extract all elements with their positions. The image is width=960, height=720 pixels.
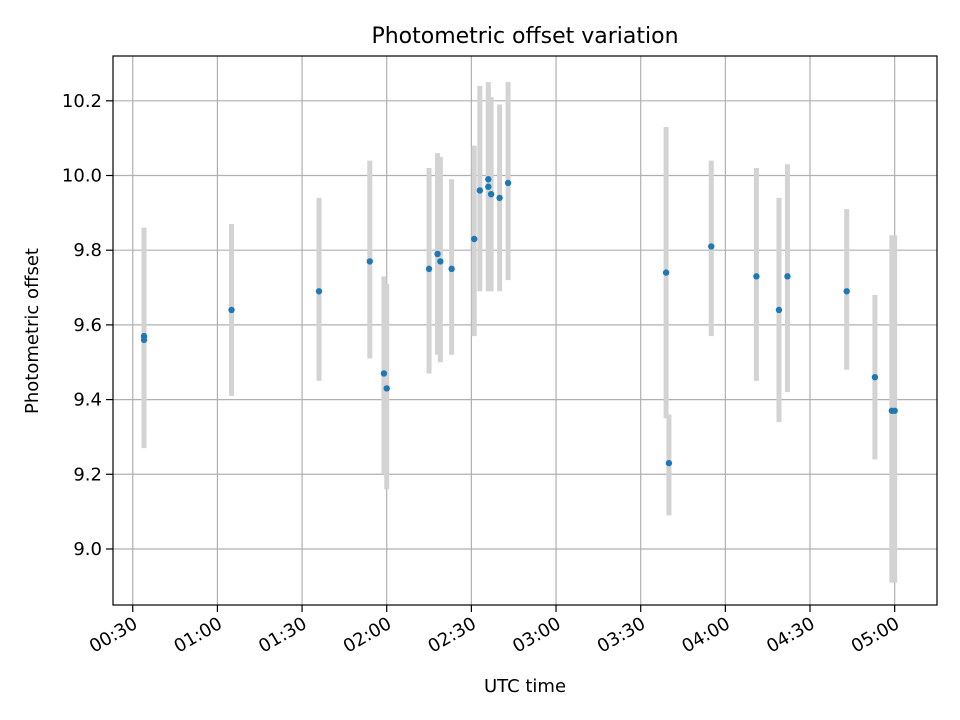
data-point (228, 306, 235, 314)
data-point (871, 373, 879, 381)
data-point (425, 265, 433, 273)
x-axis-label: UTC time (484, 676, 566, 697)
chart-title: Photometric offset variation (371, 24, 678, 49)
data-point (504, 179, 512, 187)
data-point (662, 269, 670, 276)
data-point (434, 250, 441, 258)
data-point (665, 459, 673, 467)
data-point (437, 258, 444, 265)
data-point (485, 176, 492, 183)
data-point (476, 187, 484, 194)
data-point (383, 385, 390, 392)
data-point (496, 194, 503, 202)
data-point (775, 306, 783, 314)
data-point (380, 370, 388, 377)
data-points (140, 176, 898, 467)
data-point (485, 183, 492, 190)
data-point (708, 243, 715, 250)
y-tick-label: 9.4 (73, 390, 102, 411)
y-axis-label: Photometric offset (22, 248, 43, 414)
data-point (315, 288, 323, 295)
data-point (753, 273, 760, 280)
y-tick-label: 10.2 (62, 91, 102, 112)
data-point (891, 407, 898, 414)
data-point (843, 288, 850, 295)
plot-frame (112, 55, 938, 606)
y-tick-label: 9.2 (73, 464, 102, 485)
data-point (487, 190, 495, 198)
y-tick-label: 10.0 (62, 166, 102, 187)
y-axis-ticks: 9.0 9.2 9.4 9.6 9.8 10.0 10.2 (62, 91, 113, 560)
data-point (448, 265, 455, 273)
data-point (140, 336, 148, 344)
y-tick-label: 9.8 (73, 240, 102, 261)
data-point (366, 258, 373, 265)
y-tick-label: 9.0 (73, 539, 102, 560)
data-point (784, 273, 791, 280)
y-tick-label: 9.6 (73, 315, 102, 336)
data-point (471, 235, 478, 243)
